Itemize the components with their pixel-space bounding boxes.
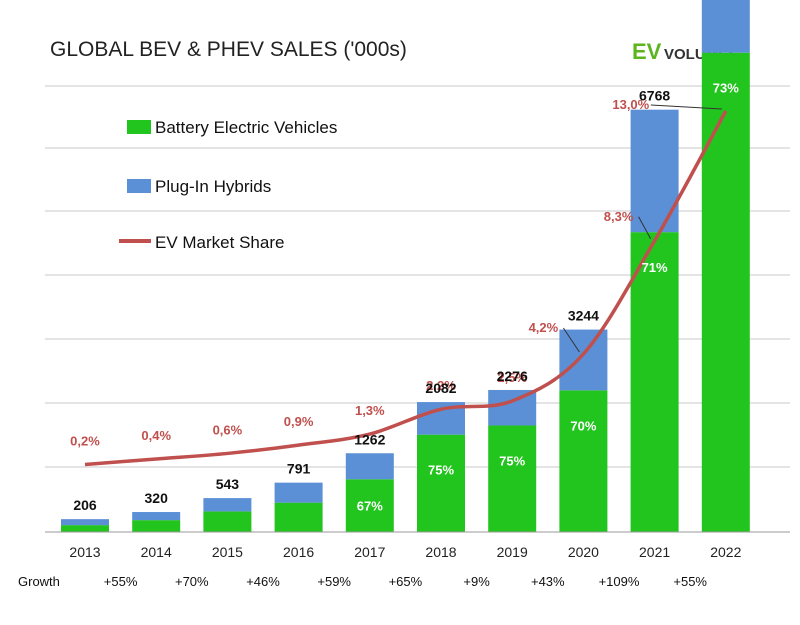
growth-value-2014: +55% (104, 574, 138, 589)
legend: Battery Electric Vehicles Plug-In Hybrid… (119, 118, 337, 252)
data-labels: 206 320 543 791 1262 67% 2082 75% 2276 75% 3244 70%… (73, 81, 739, 514)
growth-value-2017: +59% (317, 574, 351, 589)
market-share-label-2017: 1,3% (355, 403, 385, 418)
bev-share-label-2019: 75% (499, 453, 525, 468)
chart-title: GLOBAL BEV & PHEV SALES ('000s) (50, 38, 407, 61)
total-label-2015: 543 (216, 476, 240, 492)
bar-phev-2013 (61, 519, 109, 526)
legend-label-phev: Plug-In Hybrids (155, 177, 271, 196)
growth-label: Growth (18, 574, 60, 589)
market-share-label-2014: 0,4% (141, 428, 171, 443)
market-share-leader-2020 (562, 327, 580, 353)
x-tick-2018: 2018 (425, 544, 456, 560)
total-label-2019: 2276 (497, 368, 528, 384)
bar-bev-2014 (132, 520, 181, 532)
bar-bev-2017 (345, 479, 394, 532)
bev-share-label-2021: 71% (642, 260, 668, 275)
growth-value-2018: +65% (389, 574, 423, 589)
brand-logo-ev: EV (632, 39, 662, 64)
bar-bev-2019 (488, 425, 537, 532)
bar-bev-2021 (630, 232, 679, 532)
x-tick-2017: 2017 (354, 544, 385, 560)
legend-label-bev: Battery Electric Vehicles (155, 118, 337, 137)
legend-swatch-bev (127, 120, 151, 134)
x-tick-2019: 2019 (497, 544, 528, 560)
growth-value-2021: +109% (599, 574, 640, 589)
growth-value-2015: +70% (175, 574, 209, 589)
bar-bev-2022 (701, 52, 750, 533)
market-share-label-2015: 0,6% (213, 422, 243, 437)
x-tick-2016: 2016 (283, 544, 314, 560)
bar-bev-2013 (61, 525, 109, 532)
legend-swatch-phev (127, 179, 151, 193)
total-label-2016: 791 (287, 461, 311, 477)
bar-phev-2016 (274, 482, 323, 503)
bev-share-label-2022: 73% (713, 81, 739, 96)
total-label-2021: 6768 (639, 88, 670, 104)
x-tick-2015: 2015 (212, 544, 243, 560)
growth-value-2020: +43% (531, 574, 565, 589)
total-label-2013: 206 (73, 497, 97, 513)
bar-bev-2018 (417, 434, 465, 532)
market-share-label-2019: 2,5% (497, 370, 527, 385)
bev-share-label-2018: 75% (428, 463, 454, 478)
market-share-label-2016: 0,9% (284, 414, 314, 429)
bev-share-label-2020: 70% (570, 418, 596, 433)
market-share-label-2013: 0,2% (70, 433, 100, 448)
market-share-series: 0,2% 0,4% 0,6% 0,9% 1,3% 2,2% 2,5% 4,2% 8,3% 13,0… (70, 97, 728, 467)
bar-phev-2022 (701, 0, 750, 53)
bar-bev-2016 (274, 502, 323, 532)
x-tick-2021: 2021 (639, 544, 670, 560)
market-share-label-2020: 4,2% (529, 320, 559, 335)
x-tick-2014: 2014 (141, 544, 172, 560)
bev-share-label-2017: 67% (357, 499, 383, 514)
market-share-label-2022: 13,0% (612, 97, 649, 112)
total-label-2017: 1262 (354, 431, 385, 447)
x-axis: 2013 2014 2015 2016 2017 2018 2019 2020 2021 2022 (45, 531, 790, 560)
growth-row: +55% +70% +46% +59% +65% +9% +43% +109% +55% (104, 574, 708, 589)
x-tick-2022: 2022 (710, 544, 741, 560)
growth-value-2019: +9% (463, 574, 490, 589)
total-label-2014: 320 (145, 490, 169, 506)
bar-bev-2020 (559, 390, 608, 532)
market-share-label-2021: 8,3% (604, 209, 634, 224)
x-tick-2020: 2020 (568, 544, 599, 560)
market-share-label-2018: 2,2% (426, 378, 456, 393)
legend-label-share: EV Market Share (155, 233, 284, 252)
bars (61, 0, 750, 533)
total-label-2020: 3244 (568, 308, 599, 324)
x-tick-2013: 2013 (69, 544, 100, 560)
growth-value-2022: +55% (673, 574, 707, 589)
market-share-leader-2022 (650, 104, 722, 110)
total-label-2018: 2082 (425, 380, 456, 396)
bar-phev-2020 (559, 329, 608, 391)
bar-phev-2015 (203, 498, 252, 512)
bar-phev-2014 (132, 512, 181, 521)
market-share-line (84, 110, 728, 467)
bar-bev-2015 (203, 511, 252, 532)
growth-value-2016: +46% (246, 574, 280, 589)
market-share-leader-2021 (638, 216, 652, 240)
bar-phev-2017 (345, 453, 394, 480)
